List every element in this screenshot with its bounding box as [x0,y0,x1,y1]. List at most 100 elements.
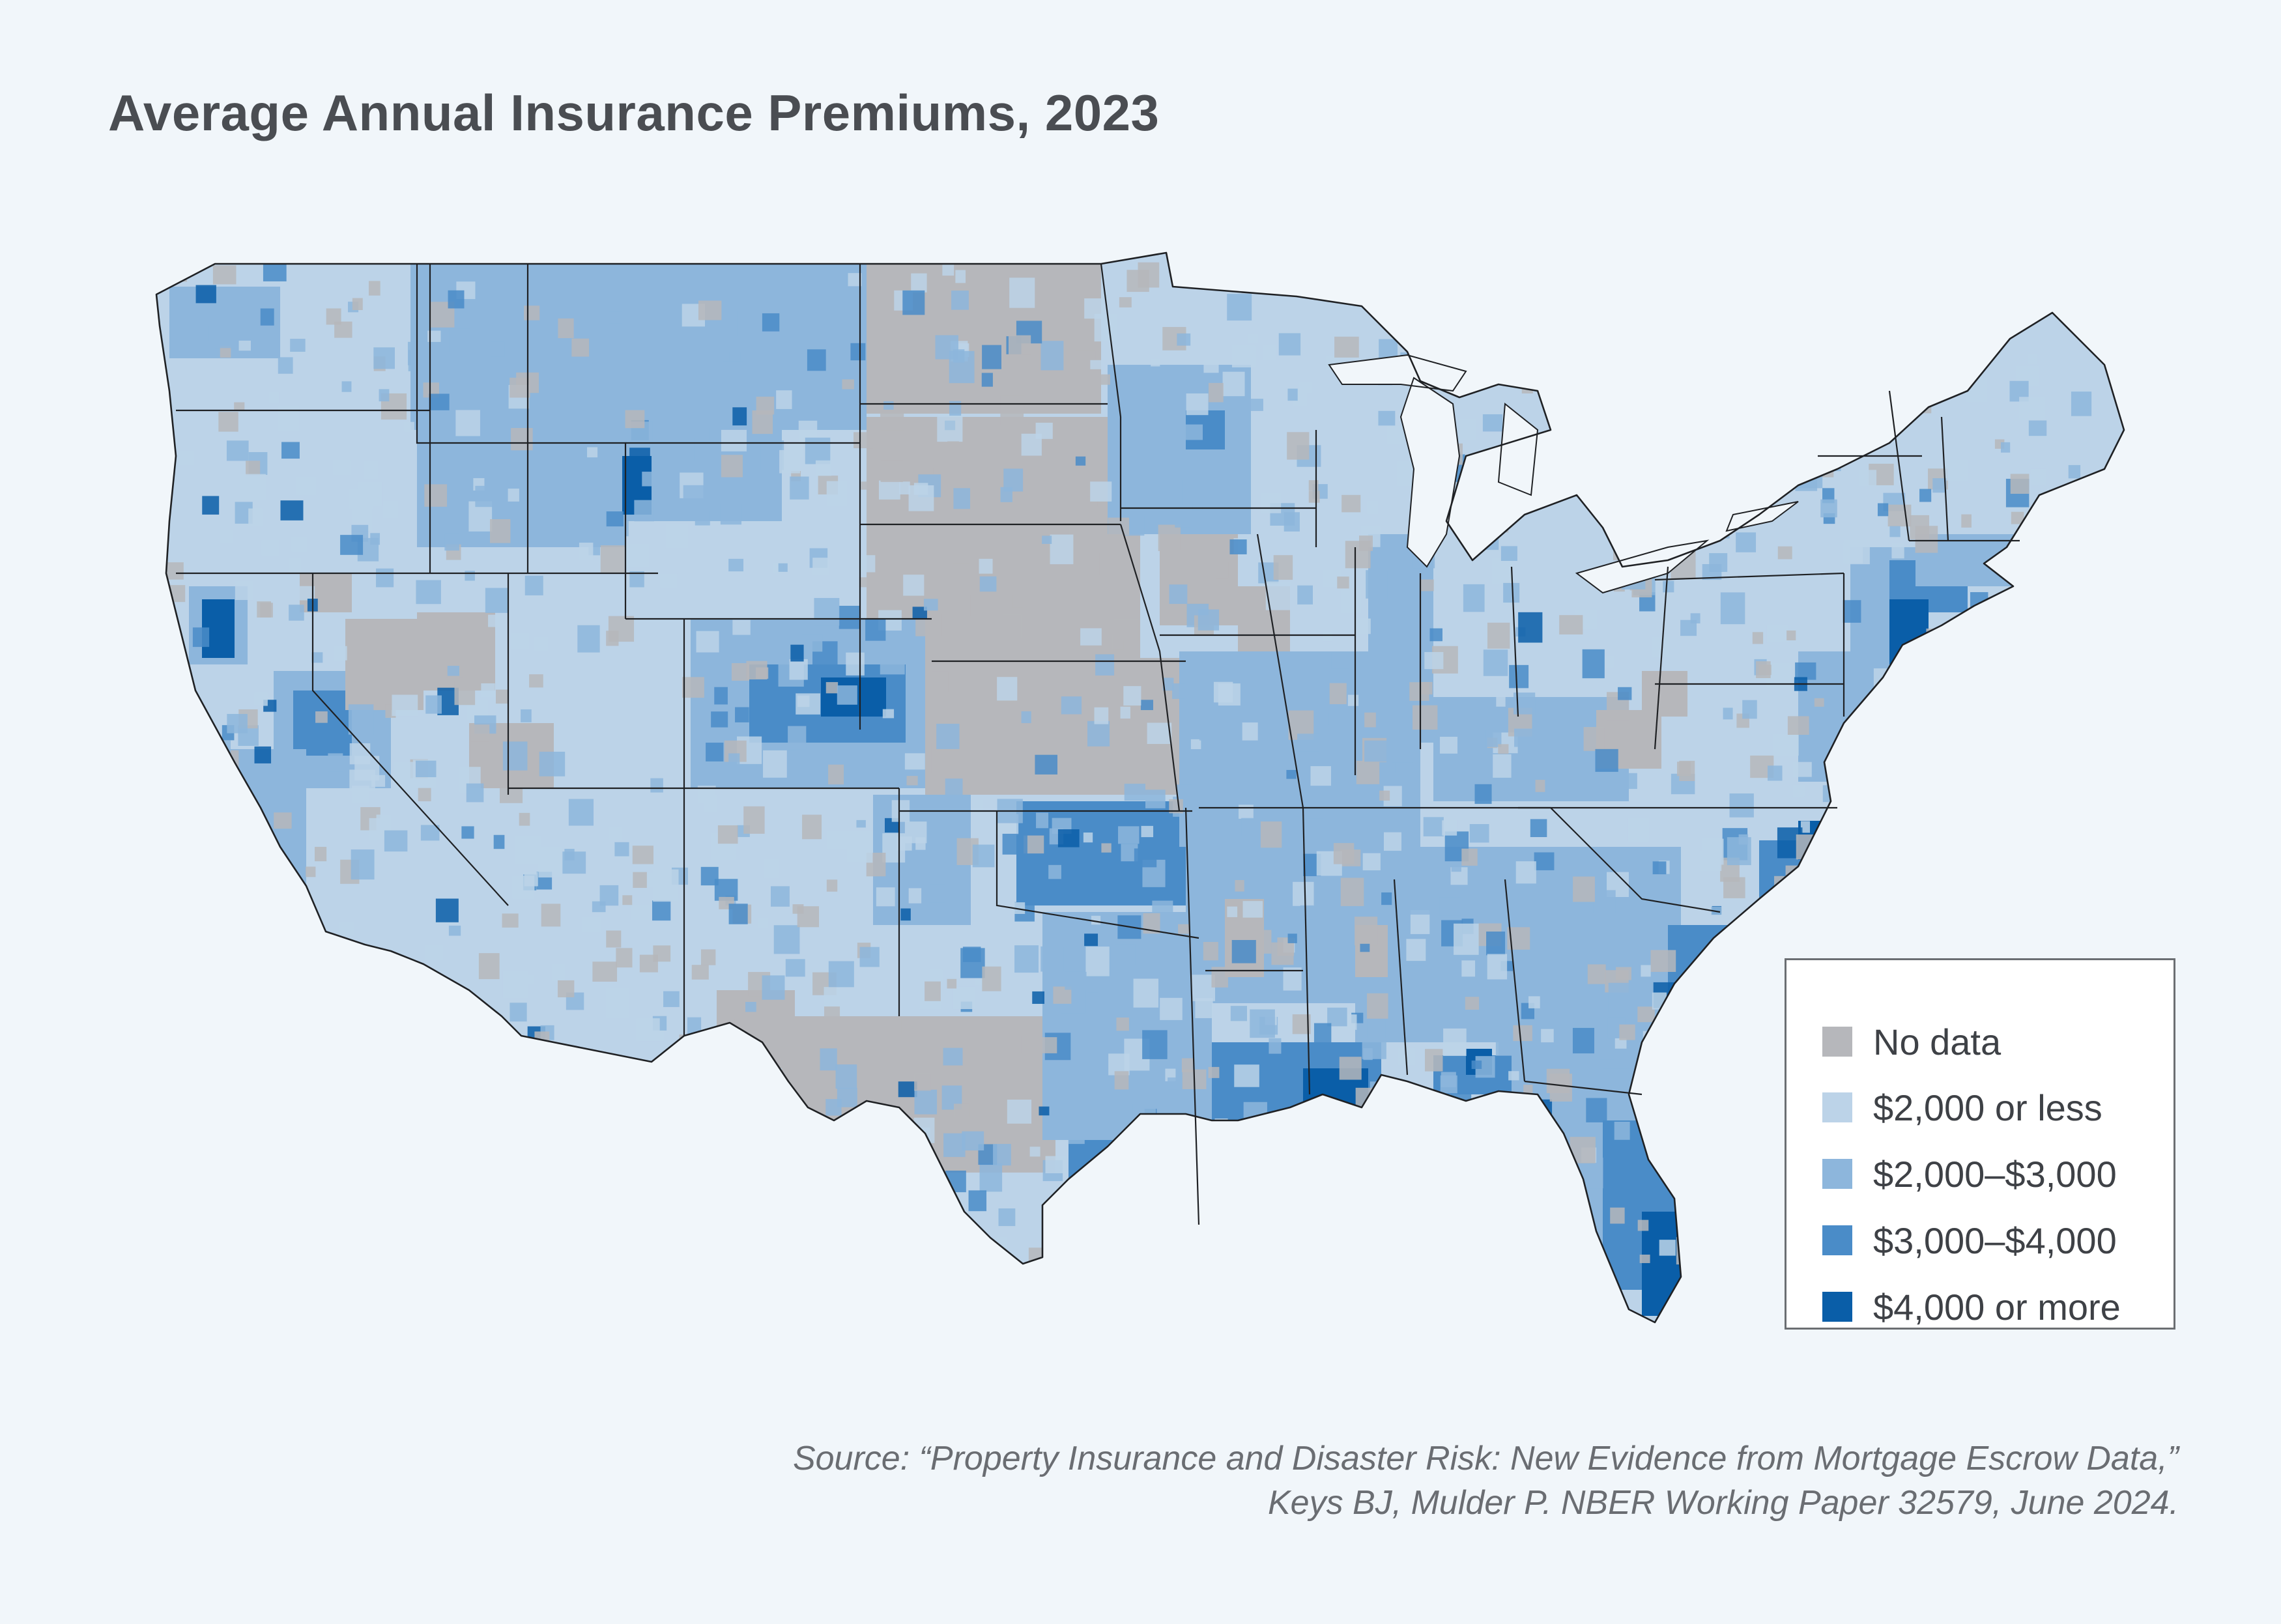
county-cell [226,440,249,461]
county-cell [1826,889,1839,902]
county-cell [661,1182,672,1192]
county-cell [1383,832,1402,851]
county-cell [854,432,874,449]
county-cell [1659,1240,1676,1256]
county-cell [1461,848,1478,866]
county-cell [1755,1119,1781,1147]
county-cell [193,326,209,341]
county-cell [729,1236,747,1253]
county-cell [517,1133,532,1150]
county-cell [1919,489,1932,502]
county-cell [913,1117,935,1143]
county-cell [1075,456,1086,466]
county-cell [246,461,261,476]
county-cell [184,971,194,982]
county-cell [1308,491,1320,503]
county-cell [222,950,241,972]
county-cell [302,1060,327,1086]
county-cell [357,481,382,507]
county-cell [692,1143,712,1162]
county-cell [1872,780,1895,806]
county-cell [923,599,938,611]
county-cell [690,1173,710,1198]
county-cell [1692,1124,1702,1133]
county-cell [839,605,861,629]
county-cell [1380,1115,1391,1126]
county-cell [375,1116,396,1138]
county-cell [945,778,963,799]
county-cell [1992,737,2012,753]
county-cell [488,614,500,627]
county-cell [1014,945,1039,973]
county-cell [1728,1171,1754,1198]
county-region [1069,1140,1121,1218]
county-cell [1549,1074,1572,1102]
county-cell [1796,886,1822,909]
county-cell [280,500,304,520]
county-cell [1536,1256,1555,1278]
county-cell [721,1297,732,1307]
county-cell [534,1031,550,1044]
county-cell [1889,526,1901,537]
county-cell [683,1270,698,1283]
county-cell [1740,315,1757,334]
county-cell [1364,740,1387,762]
county-cell [218,1285,243,1315]
county-cell [1299,382,1312,393]
county-cell [238,340,251,351]
county-cell [1379,339,1398,360]
county-cell [1454,923,1479,955]
county-cell [1339,266,1353,282]
county-cell [1600,1046,1614,1060]
county-cell [1241,818,1257,836]
county-cell [1366,570,1388,599]
county-cell [609,827,622,840]
county-cell [1081,1174,1095,1190]
county-cell [1610,1207,1625,1224]
county-cell [1086,1296,1097,1307]
county-cell [587,447,598,458]
legend-item-no-data: No data [1822,1016,2001,1068]
county-cell [460,1193,471,1206]
county-cell [1035,422,1053,439]
county-cell [202,496,220,515]
county-cell [1443,1028,1467,1056]
county-cell [1451,862,1461,872]
county-cell [261,540,280,556]
county-cell [936,724,960,749]
county-cell [1527,1169,1551,1190]
county-cell [1941,925,1962,950]
county-cell [1094,313,1117,342]
county-cell [1470,498,1497,524]
county-cell [1091,915,1101,925]
county-cell [1280,1251,1295,1269]
county-cell [848,273,862,287]
county-cell [466,783,484,803]
county-cell [192,627,210,648]
county-cell [972,844,995,868]
county-cell [1570,368,1591,387]
county-cell [859,947,880,967]
county-cell [1814,698,1824,707]
county-cell [904,1288,916,1300]
county-cell [1563,1288,1576,1300]
county-cell [1503,1136,1525,1155]
county-cell [1151,358,1160,367]
county-cell [663,1111,688,1138]
county-cell [1491,558,1513,584]
county-cell [562,851,586,874]
county-cell [1297,585,1313,605]
county-cell [211,1185,231,1202]
county-cell [767,1200,788,1219]
county-cell [1510,1280,1534,1311]
county-cell [190,1096,214,1126]
county-cell [897,836,912,851]
county-cell [341,1188,355,1204]
county-cell [1250,1009,1275,1038]
county-cell [1308,480,1319,491]
county-cell [349,769,375,791]
county-cell [1401,1280,1418,1294]
county-cell [293,1193,316,1217]
county-cell [1572,1027,1594,1054]
